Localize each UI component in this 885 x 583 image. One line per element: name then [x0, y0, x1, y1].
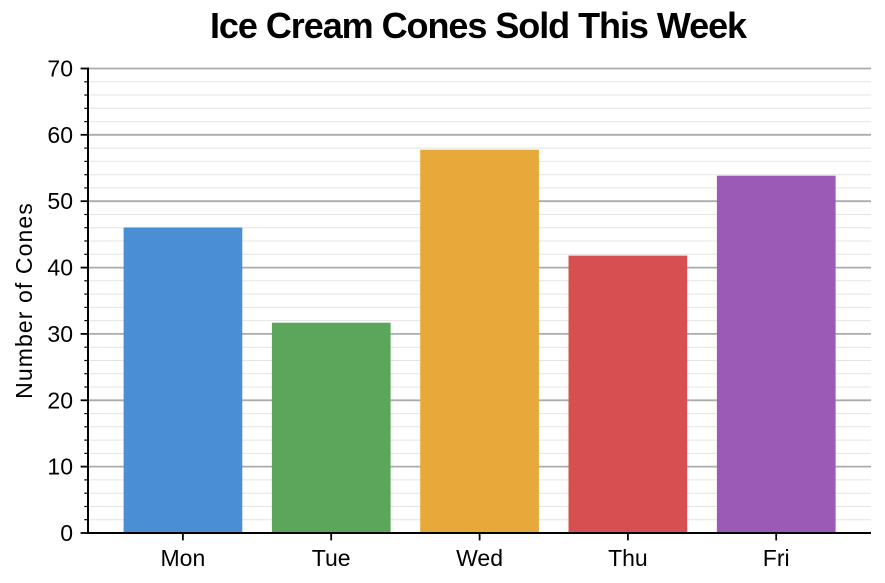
svg-text:40: 40	[47, 255, 73, 281]
svg-text:0: 0	[60, 520, 73, 546]
svg-text:Mon: Mon	[161, 545, 206, 571]
svg-text:Wed: Wed	[456, 545, 503, 571]
svg-text:Thu: Thu	[608, 545, 648, 571]
svg-text:Ice Cream Cones Sold This Week: Ice Cream Cones Sold This Week	[210, 5, 748, 46]
svg-text:50: 50	[47, 188, 73, 214]
svg-text:Tue: Tue	[312, 545, 351, 571]
svg-text:10: 10	[47, 454, 73, 480]
svg-text:Number of Cones: Number of Cones	[11, 202, 37, 399]
svg-text:Fri: Fri	[763, 545, 790, 571]
svg-text:60: 60	[47, 122, 73, 148]
svg-text:30: 30	[47, 321, 73, 347]
svg-text:70: 70	[47, 56, 73, 82]
svg-text:20: 20	[47, 387, 73, 413]
